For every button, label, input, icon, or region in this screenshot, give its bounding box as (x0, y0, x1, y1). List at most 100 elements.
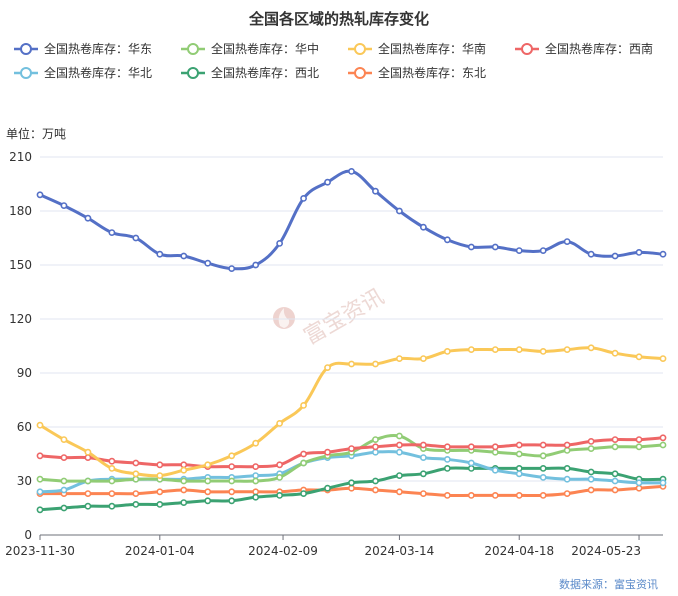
data-point[interactable] (396, 432, 403, 440)
data-point[interactable] (467, 443, 475, 451)
legend-item[interactable]: 全国热卷库存：西南 (515, 41, 653, 56)
data-point[interactable] (300, 194, 307, 202)
data-point[interactable] (60, 477, 68, 485)
data-point[interactable] (228, 477, 236, 485)
data-point[interactable] (132, 234, 140, 242)
data-point[interactable] (36, 475, 44, 483)
data-point[interactable] (156, 472, 164, 479)
data-point[interactable] (419, 470, 427, 478)
data-point[interactable] (324, 364, 331, 371)
data-point[interactable] (372, 436, 379, 443)
data-point[interactable] (563, 464, 571, 472)
data-point[interactable] (204, 497, 212, 505)
data-point[interactable] (396, 355, 403, 362)
data-point[interactable] (443, 443, 451, 451)
data-point[interactable] (84, 502, 92, 510)
data-point[interactable] (228, 463, 236, 470)
data-point[interactable] (491, 466, 499, 474)
data-point[interactable] (635, 484, 643, 492)
data-point[interactable] (419, 454, 427, 461)
data-point[interactable] (300, 450, 307, 458)
data-point[interactable] (611, 436, 619, 443)
legend-item[interactable]: 全国热卷库存：华东 (14, 41, 152, 56)
data-point[interactable] (443, 236, 451, 244)
data-point[interactable] (84, 490, 92, 497)
data-point[interactable] (372, 486, 379, 494)
data-point[interactable] (276, 239, 284, 247)
data-point[interactable] (635, 443, 643, 451)
data-point[interactable] (587, 250, 595, 258)
data-point[interactable] (228, 488, 236, 496)
data-point[interactable] (539, 473, 547, 481)
data-point[interactable] (563, 475, 571, 483)
data-point[interactable] (563, 490, 571, 497)
data-point[interactable] (180, 466, 188, 474)
data-point[interactable] (515, 464, 523, 472)
data-point[interactable] (180, 499, 188, 506)
data-point[interactable] (36, 506, 44, 514)
data-point[interactable] (180, 477, 188, 485)
data-point[interactable] (60, 202, 68, 209)
data-point[interactable] (659, 250, 667, 258)
data-point[interactable] (252, 472, 260, 479)
data-point[interactable] (659, 441, 667, 449)
data-point[interactable] (276, 491, 284, 499)
data-point[interactable] (491, 491, 499, 499)
data-point[interactable] (515, 491, 523, 499)
legend-item[interactable]: 全国热卷库存：东北 (348, 65, 486, 80)
data-point[interactable] (635, 436, 643, 443)
data-point[interactable] (348, 445, 355, 452)
data-point[interactable] (563, 441, 571, 449)
data-point[interactable] (491, 346, 499, 353)
data-point[interactable] (84, 477, 92, 485)
data-point[interactable] (419, 355, 427, 362)
legend-item[interactable]: 全国热卷库存：华北 (14, 65, 152, 80)
data-point[interactable] (611, 349, 619, 357)
data-point[interactable] (252, 439, 260, 447)
data-point[interactable] (396, 448, 403, 456)
data-point[interactable] (348, 360, 355, 368)
data-point[interactable] (348, 484, 355, 492)
data-point[interactable] (467, 464, 475, 472)
data-point[interactable] (587, 486, 595, 494)
data-point[interactable] (635, 479, 643, 487)
data-point[interactable] (659, 434, 667, 442)
data-point[interactable] (180, 486, 188, 494)
data-point[interactable] (396, 488, 403, 496)
data-point[interactable] (467, 346, 475, 353)
data-point[interactable] (252, 493, 260, 501)
data-point[interactable] (348, 479, 355, 487)
legend-item[interactable]: 全国热卷库存：华南 (348, 41, 486, 56)
data-point[interactable] (300, 490, 307, 497)
data-point[interactable] (252, 261, 260, 269)
data-point[interactable] (276, 473, 284, 481)
data-point[interactable] (491, 448, 499, 456)
data-point[interactable] (587, 468, 595, 476)
data-point[interactable] (372, 448, 379, 456)
data-point[interactable] (539, 491, 547, 499)
data-point[interactable] (563, 346, 571, 353)
data-point[interactable] (372, 477, 379, 485)
data-point[interactable] (84, 454, 92, 461)
data-point[interactable] (372, 443, 379, 451)
data-point[interactable] (539, 464, 547, 472)
data-point[interactable] (252, 463, 260, 470)
data-point[interactable] (132, 475, 140, 483)
data-point[interactable] (539, 247, 547, 254)
data-point[interactable] (156, 500, 164, 508)
data-point[interactable] (443, 464, 451, 472)
data-point[interactable] (36, 421, 44, 429)
data-point[interactable] (60, 436, 68, 443)
data-point[interactable] (611, 477, 619, 485)
data-point[interactable] (156, 488, 164, 496)
data-point[interactable] (396, 472, 403, 479)
data-point[interactable] (443, 347, 451, 355)
data-point[interactable] (539, 441, 547, 449)
data-point[interactable] (635, 248, 643, 256)
data-point[interactable] (204, 259, 212, 267)
data-point[interactable] (348, 167, 355, 175)
data-point[interactable] (60, 486, 68, 494)
legend-item[interactable]: 全国热卷库存：西北 (181, 65, 319, 80)
data-point[interactable] (324, 178, 331, 186)
legend-item[interactable]: 全国热卷库存：华中 (181, 41, 319, 56)
